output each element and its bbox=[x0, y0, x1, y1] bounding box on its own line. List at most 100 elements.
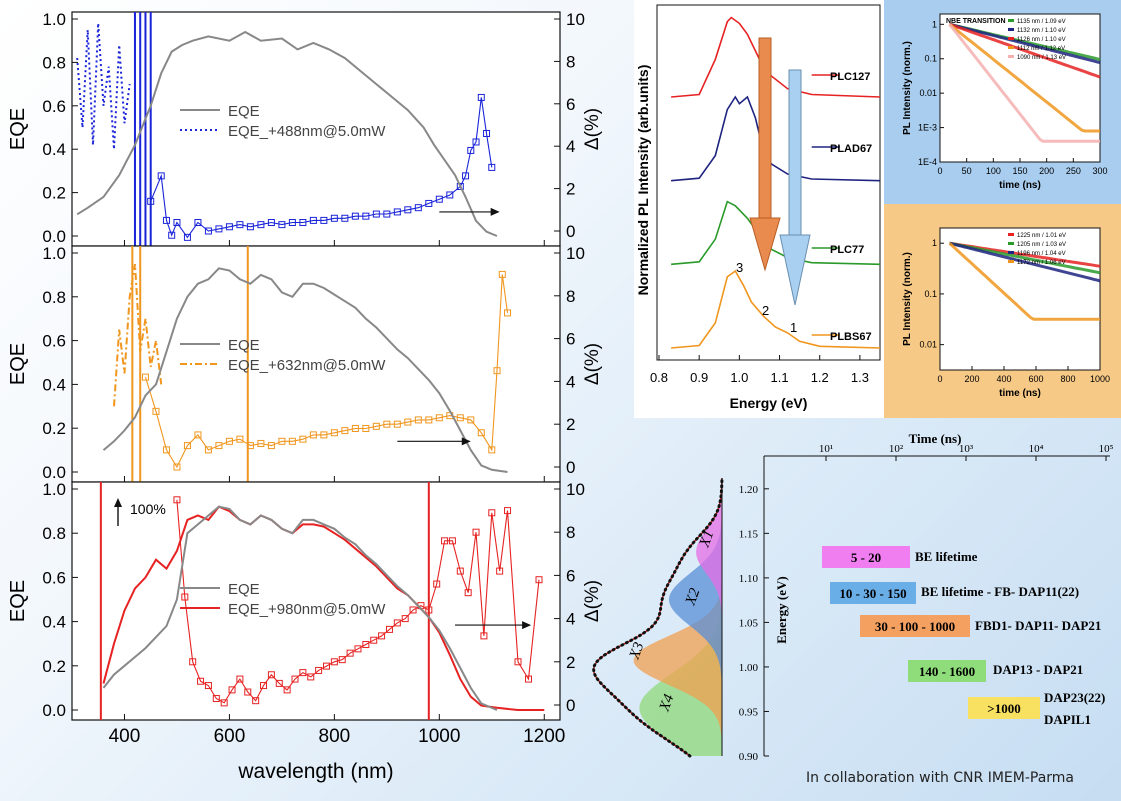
delta-marker bbox=[393, 619, 401, 627]
lifetime-description: BE lifetime - FB- DAP11(22) bbox=[921, 584, 1079, 599]
gaussian-X2 bbox=[668, 478, 722, 756]
delta-marker bbox=[215, 442, 223, 450]
y-tick-label: 1E-3 bbox=[918, 123, 937, 133]
lifetime-box-label: 140 - 1600 bbox=[919, 664, 975, 679]
annotation-arrow-head bbox=[114, 498, 122, 507]
y2-tick-label: 6 bbox=[566, 566, 575, 585]
y2-tick-label: 2 bbox=[566, 653, 575, 672]
delta-marker bbox=[351, 424, 359, 432]
y-tick-label: 0.0 bbox=[42, 227, 66, 246]
y-tick-label: 0.1 bbox=[924, 54, 937, 64]
shift-arrow-blue-head bbox=[779, 234, 811, 306]
y-tick-label: 1 bbox=[932, 238, 937, 248]
lifetime-description: FBD1- DAP11- DAP21 bbox=[975, 618, 1101, 633]
delta-marker bbox=[456, 182, 464, 190]
lifetime-box-label: 30 - 100 - 1000 bbox=[875, 619, 955, 634]
y2-tick-label: 0 bbox=[566, 222, 575, 241]
delta-marker bbox=[267, 442, 275, 450]
legend-label: 1225 nm / 1.01 eV bbox=[1017, 233, 1066, 239]
legend-swatch bbox=[1008, 233, 1014, 236]
delta-marker bbox=[283, 686, 291, 694]
delta-marker bbox=[320, 216, 328, 224]
delta-marker bbox=[220, 699, 228, 707]
gaussian-X3 bbox=[633, 478, 722, 756]
delta-marker bbox=[477, 93, 485, 101]
delta-marker bbox=[246, 223, 254, 231]
series-PLAD67 bbox=[671, 95, 881, 182]
y2-tick-label: 8 bbox=[566, 52, 575, 71]
peak-name-X2: X2 bbox=[682, 586, 703, 609]
series-label: PLAD67 bbox=[830, 143, 872, 155]
y-tick-label: 0.6 bbox=[42, 568, 66, 587]
series-label: PLC127 bbox=[830, 71, 870, 83]
delta-marker bbox=[168, 231, 176, 239]
gaussian-X1 bbox=[696, 478, 722, 756]
y2-tick-label: 0 bbox=[566, 458, 575, 477]
x-tick-label: 300 bbox=[1092, 166, 1107, 176]
y2-axis-label: Δ(%) bbox=[582, 343, 603, 385]
y-tick-label: 1.0 bbox=[42, 10, 66, 29]
legend-label: 1126 nm / 1.10 eV bbox=[1017, 37, 1066, 43]
delta-marker bbox=[157, 172, 165, 180]
y-tick-label: 1 bbox=[932, 19, 937, 29]
delta-marker bbox=[257, 439, 265, 447]
x-axis-label: time (ns) bbox=[999, 388, 1041, 399]
chart-title: NBE TRANSITION bbox=[946, 18, 1006, 25]
lifetime-box bbox=[822, 546, 910, 568]
y-axis-label: Energy (eV) bbox=[774, 576, 789, 644]
delta-marker bbox=[173, 463, 181, 471]
y-tick-label: 0.01 bbox=[919, 88, 937, 98]
y2-axis-label: Δ(%) bbox=[582, 108, 603, 150]
delta-marker bbox=[197, 677, 205, 685]
legend-label: EQE_+980nm@5.0mW bbox=[228, 601, 386, 618]
delta-marker bbox=[383, 420, 391, 428]
lifetime-box bbox=[968, 697, 1040, 719]
y-tick-label: 0.4 bbox=[42, 375, 66, 394]
delta-marker bbox=[488, 163, 496, 171]
lifetime-description: BE lifetime bbox=[915, 549, 978, 564]
delta-marker bbox=[362, 424, 370, 432]
axis-arrow-head bbox=[522, 621, 532, 630]
plot-frame bbox=[939, 227, 1101, 371]
delta-marker bbox=[488, 446, 496, 454]
x-axis-label: Time (ns) bbox=[909, 431, 962, 446]
series-delta-line bbox=[176, 499, 540, 704]
delta-marker bbox=[378, 632, 386, 640]
shift-arrow-blue bbox=[788, 69, 802, 236]
peak-label: 2 bbox=[762, 303, 769, 318]
x-tick-label: 10⁵ bbox=[1099, 443, 1114, 455]
y2-tick-label: 4 bbox=[566, 372, 575, 391]
y-tick-label: 0.95 bbox=[739, 706, 759, 718]
delta-marker bbox=[225, 223, 233, 231]
y2-axis-label: Δ(%) bbox=[582, 580, 603, 622]
delta-marker bbox=[401, 615, 409, 623]
delta-marker bbox=[404, 418, 412, 426]
delta-marker bbox=[467, 146, 475, 154]
delta-marker bbox=[236, 221, 244, 229]
y-tick-label: 0.4 bbox=[42, 140, 66, 159]
delta-marker bbox=[435, 414, 443, 422]
y-axis-label: EQE bbox=[7, 343, 29, 385]
delta-marker bbox=[162, 446, 170, 454]
legend-swatch bbox=[1008, 260, 1014, 263]
delta-marker bbox=[425, 416, 433, 424]
y-tick-label: 0.6 bbox=[42, 97, 66, 116]
x-tick-label: 0.9 bbox=[690, 370, 708, 385]
delta-marker bbox=[225, 437, 233, 445]
delta-marker bbox=[456, 567, 464, 575]
x-tick-label: 10³ bbox=[959, 443, 974, 455]
delta-marker bbox=[448, 537, 456, 545]
x-tick-label: 0 bbox=[937, 166, 942, 176]
y-tick-label: 0.4 bbox=[42, 613, 66, 632]
delta-marker bbox=[341, 214, 349, 222]
delta-marker bbox=[288, 437, 296, 445]
legend-swatch bbox=[1008, 251, 1014, 254]
series-eqe bbox=[102, 267, 508, 473]
peak-name-X4: X4 bbox=[656, 692, 677, 715]
delta-marker bbox=[236, 675, 244, 683]
y2-tick-label: 2 bbox=[566, 415, 575, 434]
delta-marker bbox=[330, 658, 338, 666]
delta-marker bbox=[425, 199, 433, 207]
delta-marker bbox=[173, 219, 181, 227]
